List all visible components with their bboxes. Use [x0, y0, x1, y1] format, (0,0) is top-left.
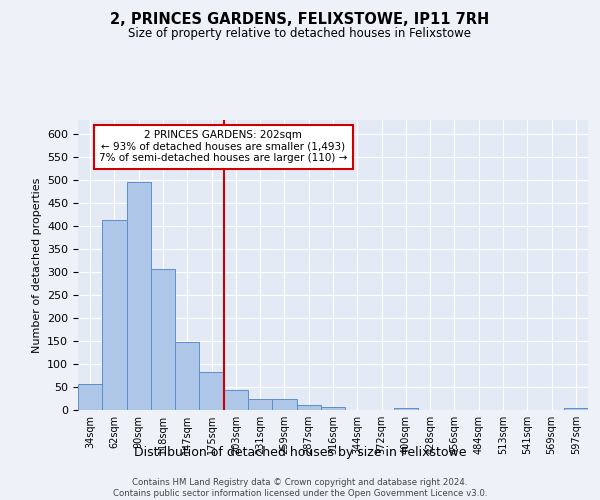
Bar	[199, 372, 224, 410]
Bar	[248, 399, 272, 410]
Text: 2 PRINCES GARDENS: 202sqm
← 93% of detached houses are smaller (1,493)
7% of sem: 2 PRINCES GARDENS: 202sqm ← 93% of detac…	[99, 130, 347, 164]
Bar	[78, 384, 102, 410]
Bar	[102, 220, 127, 410]
Text: Distribution of detached houses by size in Felixstowe: Distribution of detached houses by size …	[134, 446, 466, 459]
Bar	[151, 268, 175, 410]
Bar	[394, 408, 418, 410]
Text: 2, PRINCES GARDENS, FELIXSTOWE, IP11 7RH: 2, PRINCES GARDENS, FELIXSTOWE, IP11 7RH	[110, 12, 490, 28]
Text: Contains HM Land Registry data © Crown copyright and database right 2024.
Contai: Contains HM Land Registry data © Crown c…	[113, 478, 487, 498]
Bar	[296, 406, 321, 410]
Bar	[321, 407, 345, 410]
Text: Size of property relative to detached houses in Felixstowe: Size of property relative to detached ho…	[128, 28, 472, 40]
Bar	[175, 342, 199, 410]
Y-axis label: Number of detached properties: Number of detached properties	[32, 178, 41, 352]
Bar	[224, 390, 248, 410]
Bar	[564, 408, 588, 410]
Bar	[127, 182, 151, 410]
Bar	[272, 399, 296, 410]
